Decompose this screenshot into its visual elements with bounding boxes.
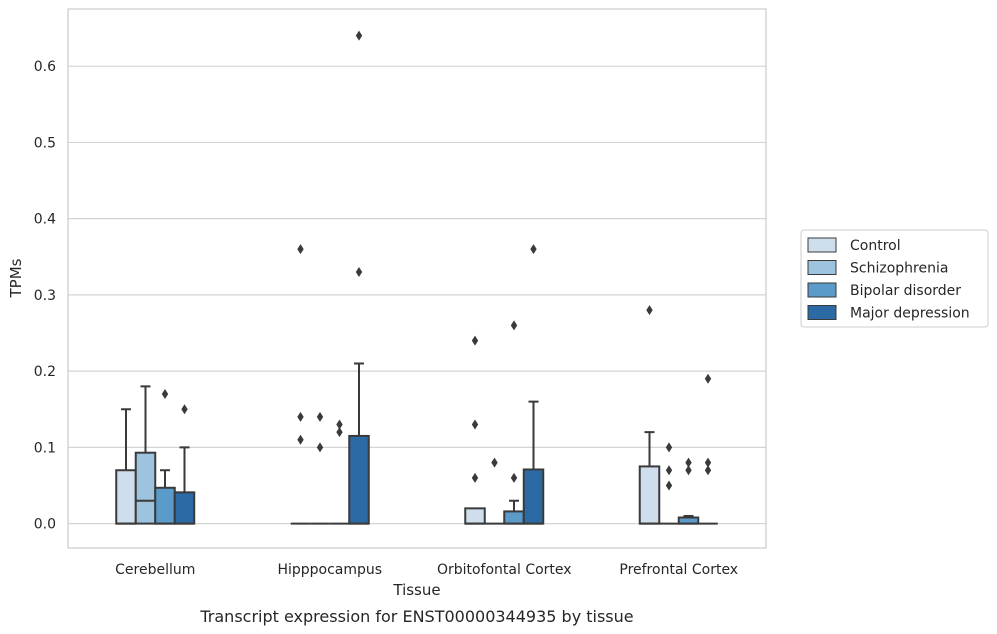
x-tick-label: Hipppocampus	[277, 562, 382, 578]
box-body	[173, 491, 196, 525]
y-tick-label: 0.5	[34, 135, 56, 151]
box-bipolar-disorder	[154, 389, 176, 525]
x-tick-label: Orbitofontal Cortex	[437, 562, 572, 578]
legend-label: Schizophrenia	[850, 261, 948, 277]
y-tick-label: 0.2	[34, 364, 56, 380]
y-axis-ticks: 0.0 0.1 0.2 0.3 0.4 0.5 0.6	[34, 59, 56, 532]
outlier-point	[297, 434, 304, 445]
legend-label: Bipolar disorder	[850, 283, 961, 299]
y-tick-label: 0.0	[34, 517, 56, 533]
box-schizophrenia	[310, 411, 330, 525]
outlier-point	[181, 404, 188, 415]
y-tick-label: 0.1	[34, 440, 56, 456]
outlier-point	[471, 419, 479, 430]
box-control	[115, 408, 137, 525]
x-tick-label: Prefrontal Cortex	[619, 562, 738, 578]
box-major-depression	[173, 404, 196, 525]
legend-swatch	[807, 305, 837, 320]
outlier-point	[685, 465, 692, 476]
box-control	[464, 335, 486, 525]
outlier-point	[491, 457, 498, 468]
y-axis-label: TPMs	[7, 258, 25, 298]
box-body	[115, 469, 137, 525]
outlier-point	[471, 472, 479, 483]
outlier-point	[161, 389, 169, 399]
outlier-point	[704, 465, 712, 476]
legend-swatch	[807, 237, 837, 253]
plot-area-frame	[67, 8, 767, 549]
outlier-point	[316, 442, 324, 453]
legend-swatch	[807, 260, 837, 275]
x-axis-label: Tissue	[392, 581, 440, 599]
gridlines	[68, 65, 766, 525]
box-control	[290, 244, 311, 525]
box-series	[115, 30, 718, 525]
box-body	[503, 510, 525, 525]
box-bipolar-disorder	[329, 419, 350, 525]
outlier-point	[355, 30, 363, 41]
box-control	[638, 305, 661, 525]
box-body	[522, 468, 545, 525]
box-major-depression	[698, 373, 718, 525]
outlier-point	[704, 457, 712, 468]
x-tick-label: Cerebellum	[115, 562, 195, 578]
box-schizophrenia	[134, 385, 157, 525]
outlier-point	[510, 320, 518, 331]
outlier-point	[665, 465, 673, 476]
box-body	[134, 451, 157, 525]
box-body	[464, 507, 486, 525]
outlier-point	[530, 244, 537, 255]
outlier-point	[336, 419, 343, 430]
box-schizophrenia	[484, 457, 505, 525]
legend-label: Major depression	[850, 306, 970, 322]
outlier-point	[297, 411, 304, 422]
y-tick-label: 0.4	[34, 212, 56, 228]
box-body	[154, 486, 176, 525]
legend-swatch	[807, 282, 837, 298]
chart-caption: Transcript expression for ENST0000034493…	[199, 607, 633, 626]
legend-label: Control	[850, 238, 901, 254]
outlier-point	[297, 244, 304, 255]
x-axis-ticks: Cerebellum Hipppocampus Orbitofontal Corte…	[115, 562, 738, 578]
box-body	[348, 434, 370, 525]
box-body	[638, 465, 661, 525]
box-schizophrenia	[659, 442, 679, 525]
outlier-point	[665, 480, 673, 491]
box-major-depression	[348, 30, 370, 525]
outlier-point	[646, 305, 653, 316]
outlier-point	[316, 411, 324, 422]
outlier-point	[355, 267, 363, 278]
legend: Control Schizophrenia Bipolar disorder Majo…	[800, 229, 989, 328]
outlier-point	[704, 373, 712, 384]
legend-frame	[800, 229, 989, 328]
outlier-point	[336, 427, 343, 438]
y-tick-label: 0.6	[34, 59, 56, 75]
box-major-depression	[522, 244, 545, 525]
box-bipolar-disorder	[677, 457, 700, 525]
outlier-point	[471, 335, 479, 346]
outlier-point	[510, 472, 518, 483]
outlier-point	[665, 442, 673, 453]
y-tick-label: 0.3	[34, 288, 56, 304]
box-bipolar-disorder	[503, 320, 525, 525]
outlier-point	[685, 457, 692, 468]
